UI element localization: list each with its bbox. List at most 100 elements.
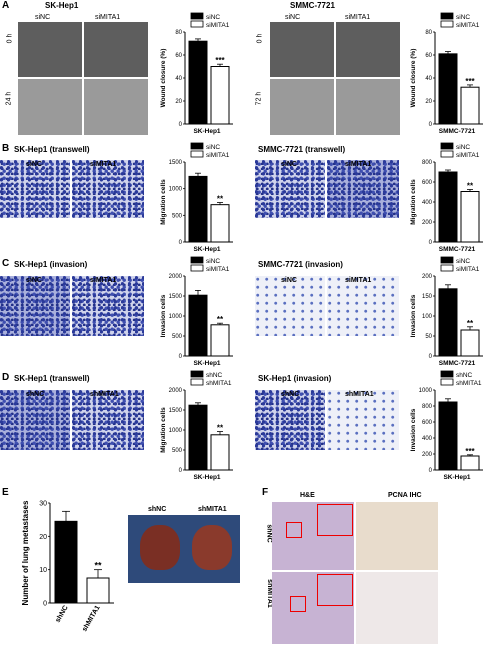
panel-a-right-col1: siNC xyxy=(285,14,301,21)
bar xyxy=(188,404,208,471)
bar xyxy=(188,294,208,357)
panel-label-f: F xyxy=(262,487,269,498)
lung-specimen-shnc xyxy=(140,525,180,570)
y-axis-label: Wound closure (%) xyxy=(410,49,417,108)
significance-label: ** xyxy=(217,424,224,433)
zoom-box xyxy=(290,596,306,612)
lung-label-shnc: shNC xyxy=(148,506,167,513)
x-axis-label: SK-Hep1 xyxy=(443,474,470,481)
y-tick-label: 400 xyxy=(422,200,433,206)
y-tick-label: 200 xyxy=(422,452,433,458)
legend-swatch xyxy=(440,370,454,378)
legend-label: siMITA1 xyxy=(456,266,480,273)
significance-label: *** xyxy=(215,56,225,65)
y-tick-label: 1000 xyxy=(419,388,433,394)
panel-a-left-row2: 24 h xyxy=(5,91,13,106)
legend-label: shNC xyxy=(206,372,223,379)
zoom-inset xyxy=(317,504,353,536)
legend-swatch xyxy=(440,20,454,28)
wound-image-smmc-0h-simita1 xyxy=(336,22,400,77)
y-tick-label: 800 xyxy=(422,404,433,410)
legend-swatch xyxy=(190,20,204,28)
panel-a-right-title: SMMC-7721 xyxy=(290,1,335,10)
y-tick-label: 600 xyxy=(422,420,433,426)
y-tick-label: 150 xyxy=(422,294,433,300)
invasion-image-c-smmc-sinc: siNC xyxy=(255,276,325,336)
img-label: siMITA1 xyxy=(345,161,372,168)
legend-label: shNC xyxy=(456,372,473,379)
legend-label: siMITA1 xyxy=(206,22,230,29)
wound-image-sk-0h-simita1 xyxy=(84,22,148,77)
x-axis-label: SMMC-7721 xyxy=(439,246,476,253)
panel-d-left-title: SK-Hep1 (transwell) xyxy=(14,374,90,383)
bar xyxy=(188,175,208,243)
wound-image-smmc-72h-sinc xyxy=(270,79,334,135)
x-axis-label: SK-Hep1 xyxy=(193,360,220,367)
invasion-image-c-sk-sinc: siNC xyxy=(0,276,70,336)
bar xyxy=(54,520,78,604)
panel-b-left-title: SK-Hep1 (transwell) xyxy=(14,145,90,154)
y-tick-label: 40 xyxy=(175,76,182,82)
legend-label: siNC xyxy=(456,144,470,151)
legend-label: siMITA1 xyxy=(456,152,480,159)
bar xyxy=(188,40,208,125)
y-tick-label: 1500 xyxy=(169,408,183,414)
y-axis-label: Migration cells xyxy=(160,407,167,453)
y-axis-label: Number of lung metastases xyxy=(21,500,30,605)
y-tick-label: 30 xyxy=(39,501,47,508)
img-label: siNC xyxy=(281,277,297,284)
panel-label-d: D xyxy=(2,372,10,383)
y-tick-label: 0 xyxy=(429,122,433,128)
wound-image-smmc-72h-simita1 xyxy=(336,79,400,135)
img-label: shNC xyxy=(26,391,45,398)
transwell-image-b-sk-simita1: siMITA1 xyxy=(72,160,144,218)
legend-label: siMITA1 xyxy=(206,266,230,273)
y-tick-label: 10 xyxy=(39,567,47,574)
invasion-image-d-shnc: shNC xyxy=(255,390,325,450)
x-axis-label: SMMC-7721 xyxy=(439,128,476,135)
y-tick-label: 600 xyxy=(422,180,433,186)
y-tick-label: 100 xyxy=(422,314,433,320)
legend-swatch xyxy=(440,378,454,386)
y-axis-label: Invasion cells xyxy=(160,294,167,337)
transwell-image-d-shnc: shNC xyxy=(0,390,70,450)
panel-label-c: C xyxy=(2,258,10,269)
panel-label-b: B xyxy=(2,143,10,154)
x-tick-label: shNC xyxy=(55,605,70,624)
panel-a-left-title: SK-Hep1 xyxy=(45,1,79,10)
wound-image-sk-24h-sinc xyxy=(18,79,82,135)
invasion-image-c-sk-simita1: siMITA1 xyxy=(72,276,144,336)
legend-label: siMITA1 xyxy=(456,22,480,29)
y-tick-label: 0 xyxy=(429,354,433,360)
img-label: shMITA1 xyxy=(345,391,374,398)
y-tick-label: 0 xyxy=(179,240,183,246)
y-tick-label: 0 xyxy=(179,468,183,474)
invasion-image-c-smmc-simita1: siMITA1 xyxy=(327,276,399,336)
y-tick-label: 60 xyxy=(425,53,432,59)
y-tick-label: 2000 xyxy=(169,274,183,280)
legend-label: shMITA1 xyxy=(456,380,482,387)
zoom-inset xyxy=(317,574,353,606)
lung-specimen-shmita1 xyxy=(192,525,232,570)
pcna-image-shmita1 xyxy=(356,572,438,644)
legend-label: siMITA1 xyxy=(206,152,230,159)
bar xyxy=(210,204,230,243)
bar xyxy=(210,66,230,125)
legend-label: shMITA1 xyxy=(206,380,232,387)
x-axis-label: SK-Hep1 xyxy=(193,474,220,481)
y-tick-label: 200 xyxy=(422,274,433,280)
img-label: shMITA1 xyxy=(90,391,119,398)
x-tick-label: shMITA1 xyxy=(81,604,101,632)
transwell-image-b-sk-sinc: siNC xyxy=(0,160,70,218)
img-label: siNC xyxy=(26,277,42,284)
legend-swatch xyxy=(190,12,204,20)
legend-swatch xyxy=(190,264,204,272)
panel-a-left-col2: siMITA1 xyxy=(95,14,121,21)
